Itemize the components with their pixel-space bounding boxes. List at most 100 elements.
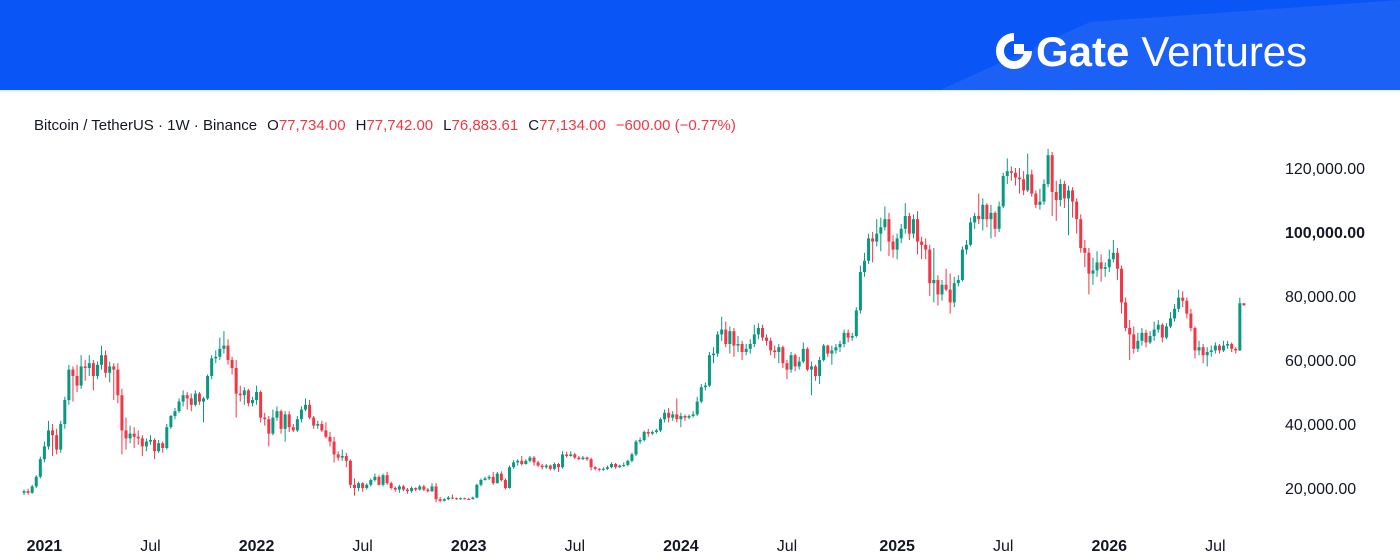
candle-body [814, 366, 818, 376]
candle-body [1189, 313, 1193, 328]
candle-body [981, 204, 985, 220]
candle-body [304, 404, 308, 410]
candle-body [1217, 345, 1221, 351]
candle-body [401, 486, 405, 490]
candle-body [838, 344, 842, 348]
candle-body [1173, 308, 1177, 319]
brand-name: Gate [1036, 28, 1129, 75]
candle-body [177, 401, 181, 412]
candle-body [862, 260, 866, 272]
candle-body [593, 467, 597, 469]
candle-body [920, 241, 924, 245]
candle-body [324, 430, 328, 437]
candle-body [454, 498, 458, 500]
candle-body [944, 284, 948, 290]
candle-body [283, 414, 287, 429]
candle-body [548, 465, 552, 469]
candle-body [275, 411, 279, 418]
ohlc-label: L [443, 117, 451, 134]
candle-body [479, 480, 483, 485]
candle-body [703, 385, 707, 388]
candle-body [1054, 192, 1058, 200]
candle-body [1160, 324, 1164, 338]
candle-body [989, 212, 993, 220]
candle-body [434, 486, 438, 500]
candle-body [883, 219, 887, 228]
candle-body [104, 355, 108, 373]
candle-body [683, 416, 687, 418]
candle-body [169, 416, 173, 428]
x-tick-label: Jul [565, 538, 585, 555]
x-tick-label: 2025 [879, 538, 915, 555]
x-tick-label: Jul [1205, 538, 1225, 555]
candle-body [842, 332, 846, 344]
candle-body [1193, 328, 1197, 351]
candle-body [100, 355, 104, 365]
candle-body [650, 432, 654, 434]
candle-body [528, 457, 532, 461]
candle-body [193, 393, 197, 405]
candle-body [756, 328, 760, 335]
candle-body [495, 473, 499, 484]
candle-body [295, 419, 299, 431]
candle-body [1087, 252, 1091, 274]
candle-body [1222, 345, 1226, 351]
candle-body [242, 390, 246, 396]
candle-body [348, 460, 352, 485]
x-tick-label: 2021 [27, 538, 63, 555]
candle-body [691, 414, 695, 416]
candle-body [932, 280, 936, 284]
symbol-header: Bitcoin / TetherUS · 1W · Binance O77,734… [34, 117, 736, 134]
candle-body [1213, 345, 1217, 351]
candle-body [91, 363, 95, 376]
candle-body [373, 476, 377, 480]
candle-body [1230, 344, 1234, 349]
candle-body [1030, 174, 1034, 194]
candle-body [854, 310, 858, 336]
candle-body [891, 241, 895, 250]
candle-body [108, 366, 112, 373]
candle-body [765, 337, 769, 341]
candle-body [267, 419, 271, 434]
candle-body [450, 497, 454, 499]
candle-body [357, 483, 361, 488]
candle-body [573, 454, 577, 458]
candle-body [246, 390, 250, 404]
candle-body [312, 417, 316, 426]
candle-body [365, 484, 369, 488]
candle-body [903, 216, 907, 229]
candle-body [279, 411, 283, 429]
candle-body [846, 332, 850, 338]
candle-body [797, 361, 801, 367]
candle-body [369, 480, 373, 485]
candle-body [87, 363, 91, 368]
banner-shape [940, 0, 1400, 90]
candle-body [936, 280, 940, 295]
candle-body [911, 219, 915, 234]
candle-body [532, 457, 536, 463]
candle-body [642, 432, 646, 440]
x-tick-label: Jul [777, 538, 797, 555]
x-tick-label: Jul [993, 538, 1013, 555]
candle-body [320, 424, 324, 431]
candle-body [952, 283, 956, 303]
candle-body [1066, 190, 1070, 199]
candle-body [1140, 332, 1144, 341]
candle-body [120, 395, 124, 431]
candle-body [597, 468, 601, 470]
candle-body [809, 366, 813, 370]
candle-body [1034, 193, 1038, 205]
candle-body [1242, 303, 1246, 306]
candle-body [773, 350, 777, 352]
candle-body [781, 347, 785, 364]
candle-body [687, 416, 691, 418]
candle-body [299, 409, 303, 420]
candle-body [1197, 347, 1201, 351]
candle-body [197, 393, 201, 402]
candle-body [95, 364, 99, 376]
candle-body [79, 366, 83, 386]
candle-body [226, 345, 230, 360]
candle-body [418, 486, 422, 490]
candle-body [55, 435, 59, 450]
